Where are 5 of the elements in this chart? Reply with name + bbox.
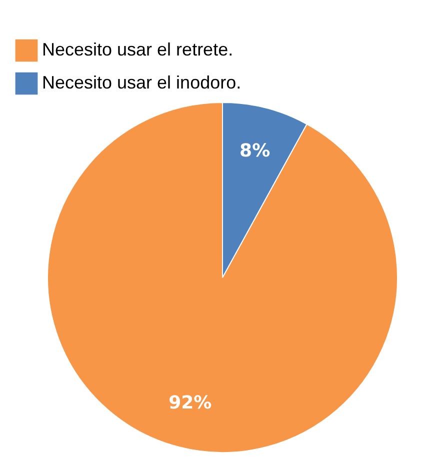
legend-label: Necesito usar el inodoro. — [42, 72, 242, 92]
data-label: 8% — [240, 140, 270, 162]
data-label: 92% — [168, 392, 212, 414]
pie-slice — [47, 102, 398, 453]
legend-label: Necesito usar el retrete. — [42, 40, 234, 60]
